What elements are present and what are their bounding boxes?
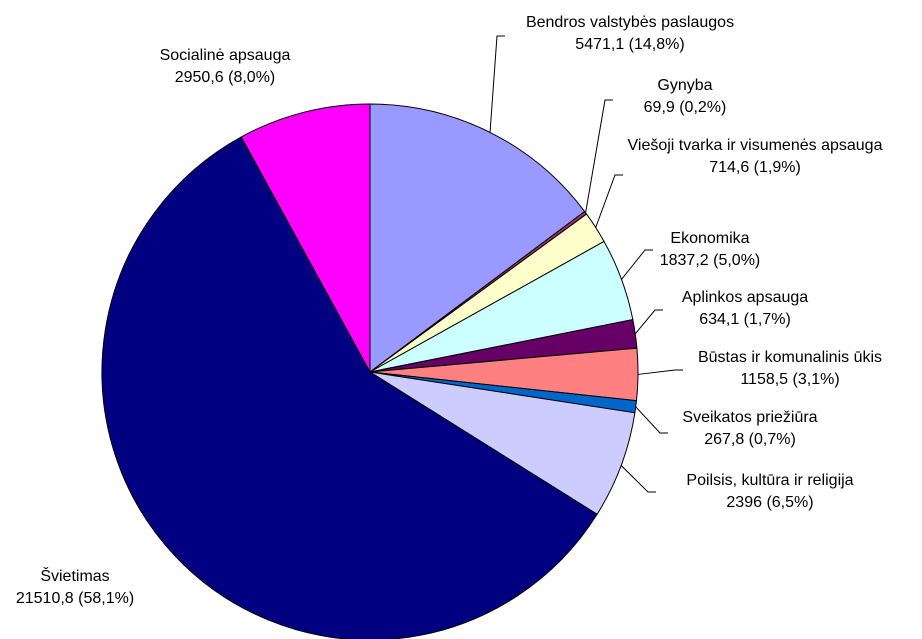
slice-label: Švietimas 21510,8 (58,1%) [0, 566, 165, 610]
slice-value: 2396 (6,5%) [726, 494, 814, 511]
slice-value: 2950,6 (8,0%) [174, 69, 276, 86]
slice-name: Viešoji tvarka ir visumenės apsauga [627, 137, 883, 154]
slice-value: 634,1 (1,7%) [699, 311, 791, 328]
slice-value: 714,6 (1,9%) [709, 159, 801, 176]
slice-label: Sveikatos priežiūra 267,8 (0,7%) [640, 407, 860, 451]
pie-slice [101, 136, 598, 639]
slice-name: Būstas ir komunalinis ūkis [697, 349, 883, 366]
leader-line [489, 35, 505, 133]
slice-value: 1837,2 (5,0%) [659, 252, 761, 269]
slice-name: Sveikatos priežiūra [682, 409, 818, 426]
slice-label: Socialinė apsauga 2950,6 (8,0%) [115, 45, 335, 89]
leader-line [595, 174, 623, 228]
leader-line [585, 99, 613, 213]
slice-name: Socialinė apsauga [159, 47, 291, 64]
slice-label: Būstas ir komunalinis ūkis 1158,5 (3,1%) [650, 347, 922, 391]
slice-value: 69,9 (0,2%) [643, 99, 727, 116]
slice-label: Poilsis, kultūra ir religija 2396 (6,5%) [640, 470, 900, 514]
slice-name: Ekonomika [670, 230, 750, 247]
slice-name: Bendros valstybės paslaugos [525, 14, 735, 31]
pie-slice [369, 103, 586, 373]
slice-name: Švietimas [40, 568, 110, 585]
pie-slice [240, 103, 371, 373]
slice-name: Aplinkos apsauga [681, 289, 809, 306]
slice-name: Poilsis, kultūra ir religija [686, 472, 854, 489]
leader-line [637, 369, 683, 375]
slice-value: 267,8 (0,7%) [704, 431, 796, 448]
slice-label: Viešoji tvarka ir visumenės apsauga 714,6… [625, 135, 885, 179]
leader-line [621, 249, 653, 280]
leader-line [634, 309, 663, 335]
slice-name: Gynyba [657, 77, 713, 94]
slice-value: 5471,1 (14,8%) [575, 36, 685, 53]
slice-label: Gynyba 69,9 (0,2%) [585, 75, 785, 119]
slice-label: Aplinkos apsauga 634,1 (1,7%) [635, 287, 855, 331]
slice-label: Ekonomika 1837,2 (5,0%) [610, 228, 810, 272]
slice-label: Bendros valstybės paslaugos 5471,1 (14,8%… [480, 12, 780, 56]
leader-line [635, 406, 668, 434]
slice-value: 1158,5 (3,1%) [740, 371, 840, 388]
leader-line [620, 465, 656, 493]
slice-value: 21510,8 (58,1%) [15, 590, 135, 607]
